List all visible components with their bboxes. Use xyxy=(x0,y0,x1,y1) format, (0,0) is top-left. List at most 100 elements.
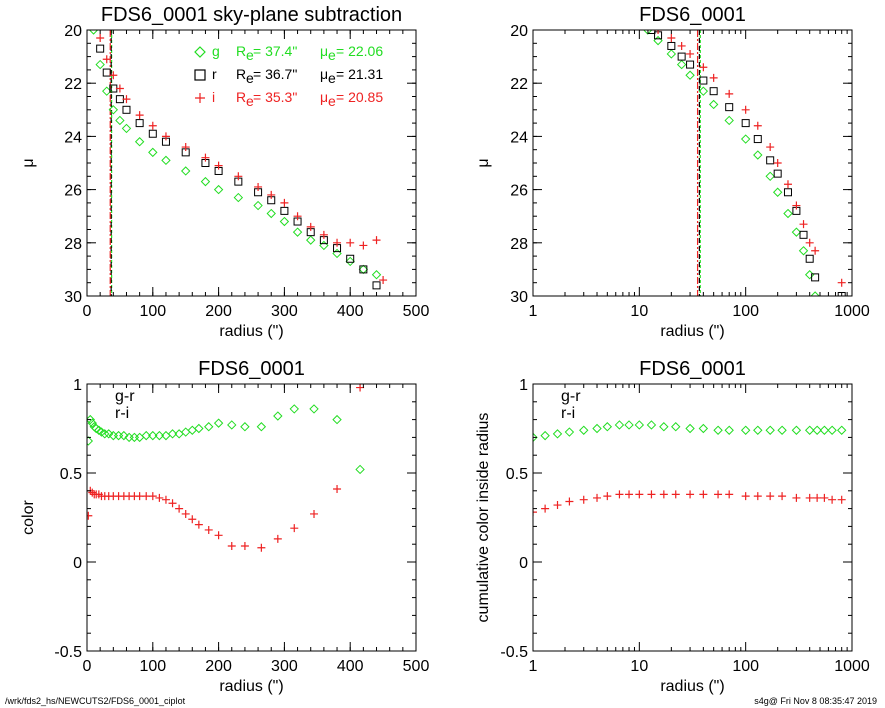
data-point-i xyxy=(686,49,695,58)
data-point-r-i xyxy=(766,492,775,501)
data-point-i xyxy=(792,201,801,210)
data-point-i xyxy=(181,143,190,152)
data-point-g-r xyxy=(134,432,145,443)
data-point-g-r xyxy=(309,404,319,414)
plot-area xyxy=(643,30,846,296)
data-point-r-i xyxy=(792,493,801,502)
legend-re-label: R xyxy=(236,43,246,59)
data-point-i xyxy=(254,182,263,191)
data-point-i xyxy=(109,71,118,80)
data-point-i xyxy=(306,222,315,231)
legend-mu-value: = 21.31 xyxy=(336,66,383,82)
x-tick-label: 10 xyxy=(630,658,648,675)
data-point-g-r xyxy=(227,420,237,430)
data-point-g-r xyxy=(740,425,751,435)
y-tick-label: -0.5 xyxy=(54,644,82,661)
data-point-r-i xyxy=(290,524,299,533)
data-point-i xyxy=(783,180,792,189)
data-point-g-r xyxy=(624,420,634,430)
x-tick-label: 1 xyxy=(529,303,538,320)
chart-title: FDS6_0001 sky-plane subtraction xyxy=(101,4,402,26)
plot-area xyxy=(533,420,847,517)
x-tick-label: 100 xyxy=(732,658,759,675)
data-point-g xyxy=(88,30,99,35)
data-point-r-i xyxy=(541,504,550,513)
data-point-i xyxy=(677,41,686,50)
data-point-r-i xyxy=(615,490,624,499)
legend-re-value: = 35.3" xyxy=(253,89,297,105)
data-point-r-i xyxy=(88,488,97,497)
x-tick-label: 100 xyxy=(732,303,759,320)
data-point-g-r xyxy=(724,425,734,435)
data-point-r xyxy=(359,265,368,274)
legend-mu-label: μ xyxy=(320,66,328,82)
data-point-g-r xyxy=(836,425,847,435)
data-point-g-r xyxy=(129,432,140,443)
data-point-g xyxy=(279,216,290,227)
data-point-g xyxy=(740,134,751,144)
y-tick-label: 26 xyxy=(64,183,82,200)
data-point-r-i xyxy=(194,520,203,529)
data-point-g-r xyxy=(659,422,669,432)
data-point-r-i xyxy=(805,493,814,502)
data-point-i xyxy=(799,220,808,229)
y-tick-label: 0.5 xyxy=(60,466,82,483)
data-point-g xyxy=(233,192,244,203)
data-point-g-r xyxy=(791,425,802,435)
data-point-g-r xyxy=(540,430,550,441)
data-point-g xyxy=(319,240,329,251)
data-point-r xyxy=(96,44,105,53)
data-point-i xyxy=(135,111,144,120)
data-point-r xyxy=(811,273,820,282)
data-point-r xyxy=(122,105,131,114)
data-point-r-i xyxy=(175,504,184,513)
legend-label-g-r: g-r xyxy=(115,388,135,405)
y-tick-label: 1 xyxy=(519,377,528,394)
data-point-g-r xyxy=(602,422,613,432)
legend-label-g-r: g-r xyxy=(561,388,581,405)
legend-re-sub: e xyxy=(246,93,254,109)
data-point-g-r xyxy=(332,414,342,425)
plot-frame xyxy=(86,29,417,297)
x-axis-label: radius (") xyxy=(660,323,724,340)
y-axis-label: color xyxy=(20,499,37,534)
legend-mu-sub: e xyxy=(328,47,336,63)
data-point-g xyxy=(332,248,342,259)
data-point-g xyxy=(798,246,809,256)
data-point-r xyxy=(90,13,97,20)
y-tick-label: 22 xyxy=(64,76,82,93)
legend: g-rr-i xyxy=(561,388,581,422)
data-point-i xyxy=(811,246,820,255)
data-point-i xyxy=(96,33,105,42)
y-tick-label: 20 xyxy=(64,23,82,40)
data-point-r xyxy=(372,281,381,290)
data-point-r xyxy=(783,188,792,197)
data-point-i xyxy=(725,89,734,98)
data-point-g xyxy=(685,70,695,80)
data-point-g xyxy=(134,137,145,147)
x-axis-label: radius (") xyxy=(660,678,724,695)
plot-frame xyxy=(86,383,417,652)
footer-path: /wrk/fds2_hs/NEWCUTS2/FDS6_0001_ciplot xyxy=(5,696,186,706)
data-point-g xyxy=(765,171,775,182)
data-point-i xyxy=(359,241,368,250)
data-point-i xyxy=(379,276,388,285)
data-point-g-r xyxy=(167,429,178,439)
x-tick-label: 0 xyxy=(83,303,92,320)
data-point-r xyxy=(677,52,686,61)
data-point-r xyxy=(753,135,762,144)
plot-area xyxy=(88,13,388,296)
legend-mu-sub: e xyxy=(328,93,336,109)
data-point-r xyxy=(135,119,144,128)
data-point-i xyxy=(699,63,708,72)
data-point-i xyxy=(346,238,355,247)
legend-mu-label: μ xyxy=(320,89,328,105)
data-point-r xyxy=(280,206,289,215)
data-point-g xyxy=(724,115,734,126)
x-tick-label: 100 xyxy=(139,303,166,320)
data-point-g xyxy=(266,208,276,219)
y-tick-label: -0.5 xyxy=(500,644,528,661)
x-tick-label: 200 xyxy=(205,303,232,320)
data-point-r-i xyxy=(593,493,602,502)
y-tick-label: 20 xyxy=(510,23,528,40)
